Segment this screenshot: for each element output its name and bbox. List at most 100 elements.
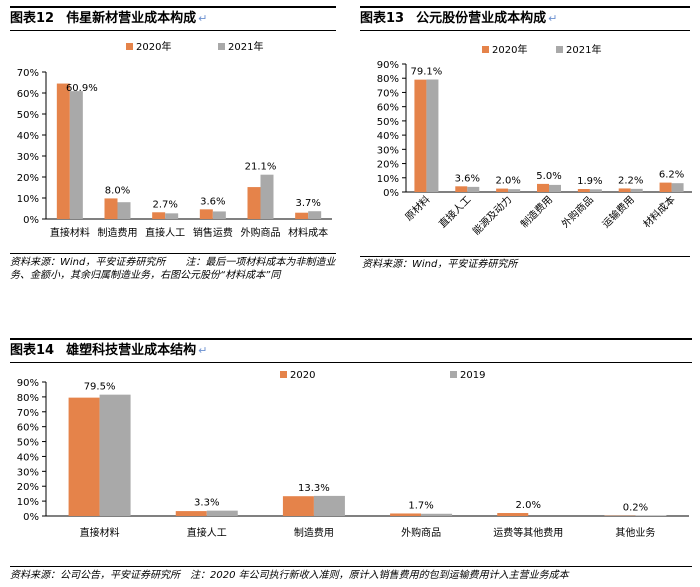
bar	[508, 189, 521, 192]
bar	[104, 198, 118, 219]
data-label: 8.0%	[105, 185, 130, 196]
y-tick-label: 50%	[17, 438, 39, 449]
x-tick-label: 直接材料	[50, 226, 90, 239]
bar	[549, 184, 561, 192]
y-tick-label: 40%	[377, 131, 399, 142]
legend-swatch	[280, 371, 287, 378]
bar	[212, 211, 226, 219]
y-tick-label: 10%	[17, 194, 39, 205]
bar	[295, 212, 309, 219]
figure-12-number: 图表12	[10, 11, 55, 26]
bar	[69, 91, 83, 219]
y-tick-label: 30%	[377, 145, 399, 156]
data-label: 79.1%	[411, 67, 443, 78]
legend-swatch	[218, 43, 225, 50]
data-label: 60.9%	[66, 83, 98, 94]
legend-label: 2021年	[566, 43, 601, 56]
bar	[175, 511, 207, 516]
x-tick-label: 外购商品	[401, 526, 441, 539]
x-tick-label: 运输费用	[599, 193, 636, 230]
figure-14-source: 资料来源：公司公告，平安证券研究所 注：2020 年公司执行新收入准则，原计入销…	[10, 570, 569, 581]
bar	[537, 183, 549, 192]
bar	[455, 186, 468, 192]
bar	[308, 211, 322, 219]
x-tick-label: 直接人工	[436, 193, 473, 230]
x-tick-label: 直接人工	[145, 226, 185, 239]
figure-14-bottom-rule	[10, 566, 692, 567]
data-label: 1.9%	[577, 176, 602, 187]
figure-13-title: 公元股份营业成本构成	[416, 11, 547, 26]
data-label: 21.1%	[245, 162, 277, 173]
y-tick-label: 60%	[377, 103, 399, 114]
y-tick-label: 10%	[377, 174, 399, 185]
figure-14-header: 图表14 雄塑科技营业成本结构 ↵	[10, 338, 692, 363]
legend-label: 2020年	[136, 40, 171, 53]
x-tick-label: 外购商品	[241, 226, 281, 239]
data-label: 2.0%	[495, 176, 520, 187]
x-tick-label: 制造费用	[294, 526, 334, 539]
x-tick-label: 原材料	[402, 193, 432, 223]
bar	[117, 202, 131, 219]
figure-12-title: 伟星新材营业成本构成	[66, 11, 197, 26]
bar	[68, 397, 100, 516]
y-tick-label: 20%	[17, 482, 39, 493]
figure-12-header: 图表12 伟星新材营业成本构成 ↵	[10, 6, 336, 31]
figure-13-bottom-rule	[360, 256, 690, 257]
legend-swatch	[556, 46, 563, 53]
legend-swatch	[450, 371, 457, 378]
data-label: 3.6%	[455, 173, 480, 184]
x-tick-label: 运费等其他费用	[493, 526, 563, 539]
y-tick-label: 60%	[17, 423, 39, 434]
legend-label: 2020年	[492, 43, 527, 56]
chart-figure-12: 0% 10% 20% 30% 40% 50% 60% 70% 2020年 2021年 60.9% 直接…	[17, 40, 332, 239]
legend-label: 2020	[290, 370, 315, 381]
x-tick-label: 制造费用	[98, 226, 138, 239]
bar	[589, 189, 602, 192]
y-tick-label: 60%	[17, 89, 39, 100]
bar	[99, 394, 131, 516]
data-label: 79.5%	[84, 382, 116, 393]
x-tick-label: 直接人工	[187, 526, 227, 539]
bar	[577, 189, 590, 192]
bar	[260, 174, 274, 219]
legend-label: 2021年	[228, 40, 263, 53]
bar	[426, 79, 439, 192]
bar	[313, 495, 345, 516]
figure-12-source: 资料来源：Wind，平安证券研究所 注：最后一项材料成本为非制造业务、金额小，其…	[10, 257, 336, 281]
figure-13-header: 图表13 公元股份营业成本构成 ↵	[360, 6, 690, 31]
y-tick-label: 90%	[17, 378, 39, 389]
data-label: 0.2%	[623, 503, 648, 514]
y-tick-label: 0%	[23, 215, 39, 226]
figure-13-source-text: 资料来源：Wind，平安证券研究所	[362, 259, 518, 270]
bar	[206, 510, 238, 516]
data-label: 2.7%	[152, 199, 177, 210]
legend-swatch	[126, 43, 133, 50]
data-label: 1.7%	[408, 500, 433, 511]
chart-figure-14: 0% 10% 20% 30% 40% 50% 60% 70% 80% 90% 2020 2019 79.…	[17, 370, 689, 539]
chart-figure-13: 0% 10% 20% 30% 40% 50% 60% 70% 80% 90% 2020年 2021年 7…	[377, 43, 692, 238]
bar	[282, 496, 314, 516]
y-tick-label: 20%	[17, 173, 39, 184]
y-tick-label: 40%	[17, 452, 39, 463]
y-tick-label: 30%	[17, 467, 39, 478]
y-tick-label: 0%	[383, 188, 399, 199]
y-tick-label: 70%	[17, 408, 39, 419]
data-label: 3.7%	[295, 198, 320, 209]
x-tick-label: 直接材料	[80, 526, 120, 539]
y-tick-label: 30%	[17, 152, 39, 163]
x-tick-label: 能源及动力	[470, 193, 515, 238]
data-label: 3.3%	[194, 498, 219, 509]
x-tick-label: 其他业务	[615, 526, 655, 539]
y-tick-label: 90%	[377, 60, 399, 71]
data-label: 5.0%	[536, 171, 561, 182]
figure-12-bottom-rule	[10, 253, 336, 254]
bar	[56, 83, 70, 219]
bar	[247, 187, 261, 219]
y-tick-label: 80%	[377, 74, 399, 85]
y-tick-label: 20%	[377, 160, 399, 171]
y-tick-label: 70%	[377, 88, 399, 99]
bar	[152, 212, 166, 219]
figure-13-number: 图表13	[360, 11, 405, 26]
bar	[421, 513, 453, 516]
y-tick-label: 10%	[17, 497, 39, 508]
